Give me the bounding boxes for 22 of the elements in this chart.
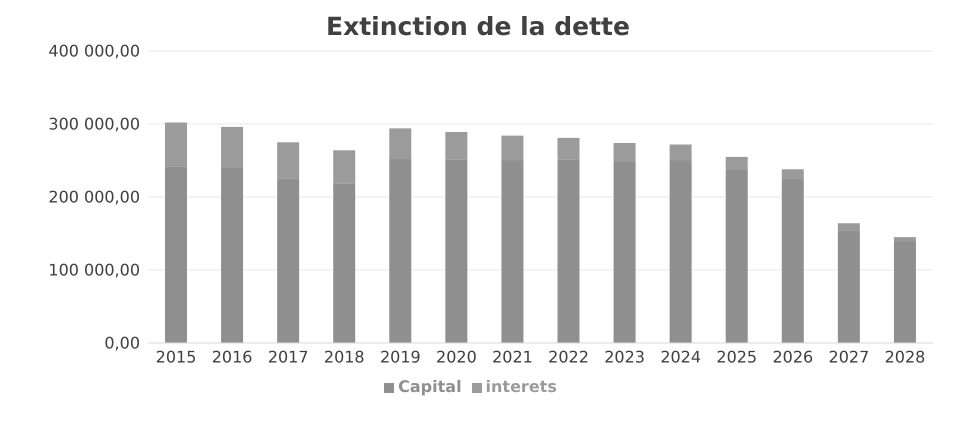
chart-title: Extinction de la dette [325, 12, 631, 41]
legend-label: Capital [398, 377, 462, 396]
x-tick-label: 2027 [828, 347, 870, 366]
x-tick-label: 2019 [380, 347, 421, 366]
y-tick-label: 300 000,00 [48, 114, 140, 134]
x-tick-label: 2021 [492, 347, 533, 366]
x-tick-label: 2025 [716, 347, 758, 366]
x-tick-label: 2017 [268, 347, 309, 366]
x-tick-label: 2026 [772, 347, 814, 366]
y-tick-label: 0,00 [104, 334, 140, 353]
legend-label: interets [486, 377, 557, 396]
y-tick-label: 400 000,00 [48, 42, 140, 61]
x-tick-label: 2028 [884, 347, 926, 366]
x-tick-label: 2016 [212, 347, 252, 366]
x-tick-label: 2018 [324, 347, 365, 366]
y-tick-label: 200 000,00 [48, 188, 140, 207]
y-tick-label: 100 000,00 [48, 260, 140, 280]
x-tick-label: 2022 [548, 347, 589, 366]
x-tick-label: 2024 [660, 347, 702, 366]
x-tick-label: 2020 [436, 347, 477, 366]
x-tick-label: 2023 [604, 347, 645, 366]
x-tick-label: 2015 [156, 347, 196, 366]
